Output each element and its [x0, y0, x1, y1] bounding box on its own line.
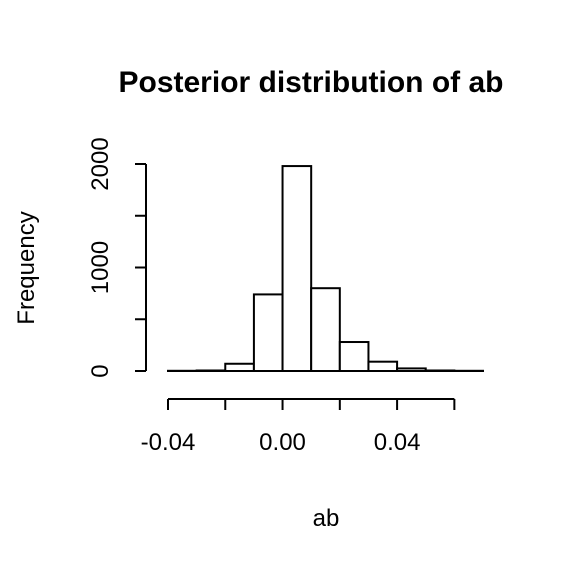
y-axis-label: Frequency — [13, 211, 40, 324]
y-tick-label: 2000 — [87, 137, 114, 190]
x-tick-label: -0.04 — [141, 429, 196, 456]
histogram-bar — [424, 369, 456, 373]
histogram-bar — [252, 293, 284, 372]
chart-title: Posterior distribution of ab — [118, 66, 503, 99]
histogram-bar — [281, 165, 313, 372]
histogram-bars — [167, 165, 485, 373]
histogram-bar — [367, 360, 399, 372]
x-tick-label: 0.00 — [259, 429, 306, 456]
x-axis: -0.04 0.00 0.04 — [141, 398, 456, 456]
y-axis: 0 1000 2000 — [87, 137, 147, 378]
x-axis-label: ab — [313, 505, 340, 532]
histogram-bar — [310, 287, 341, 373]
histogram-bar — [338, 341, 370, 372]
x-tick-label: 0.04 — [374, 429, 421, 456]
histogram-bar — [396, 367, 427, 373]
histogram-bar — [224, 362, 255, 373]
histogram-bar — [195, 369, 227, 373]
y-tick-label: 0 — [87, 364, 114, 377]
y-tick-label: 1000 — [87, 241, 114, 294]
